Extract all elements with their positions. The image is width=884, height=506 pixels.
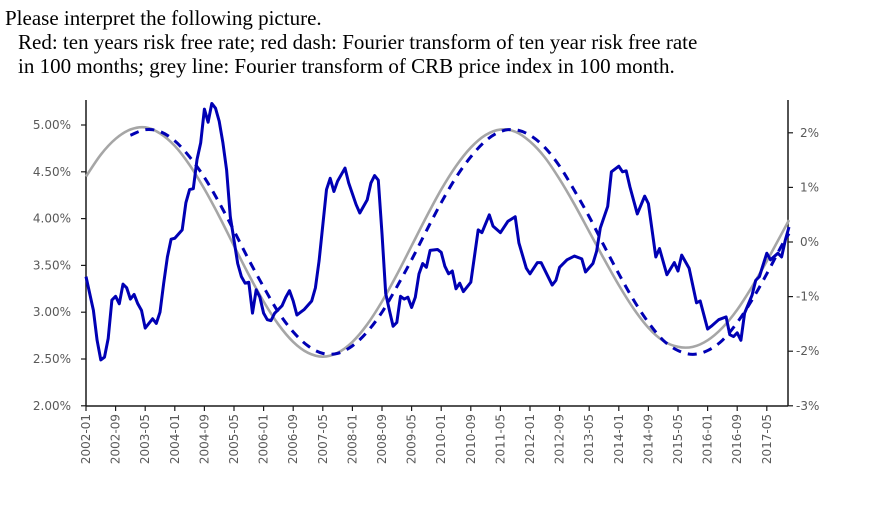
- x-tick-label: 2013-05: [582, 414, 596, 464]
- right-tick-label: 1%: [800, 180, 819, 194]
- risk-free-fourier-dashed-line: [129, 127, 791, 356]
- x-tick-label: 2009-05: [405, 414, 419, 464]
- x-tick-label: 2002-01: [79, 414, 93, 464]
- right-tick-label: 0%: [800, 235, 819, 249]
- x-tick-label: 2008-09: [375, 414, 389, 464]
- x-tick-label: 2012-09: [553, 414, 567, 464]
- x-tick-label: 2015-05: [671, 414, 685, 464]
- left-tick-label: 2.00%: [33, 399, 71, 413]
- x-tick-label: 2012-01: [523, 414, 537, 464]
- x-tick-label: 2002-09: [109, 414, 123, 464]
- x-tick-label: 2004-09: [197, 414, 211, 464]
- x-tick-label: 2006-01: [257, 414, 271, 464]
- x-tick-label: 2010-09: [464, 414, 478, 464]
- crb-fourier-grey-line: [84, 125, 791, 358]
- prompt-line-3: in 100 months; grey line: Fourier transf…: [18, 54, 675, 78]
- x-tick-label: 2008-01: [345, 414, 359, 464]
- x-tick-label: 2004-01: [168, 414, 182, 464]
- left-tick-label: 4.50%: [33, 165, 71, 179]
- x-tick-label: 2017-05: [760, 414, 774, 464]
- right-tick-label: 2%: [800, 126, 819, 140]
- x-tick-label: 2016-01: [701, 414, 715, 464]
- left-tick-label: 4.00%: [33, 212, 71, 226]
- x-tick-label: 2006-09: [286, 414, 300, 464]
- left-tick-label: 3.00%: [33, 305, 71, 319]
- series-layer: [84, 101, 791, 362]
- x-tick-label: 2005-05: [227, 414, 241, 464]
- x-tick-label: 2014-01: [612, 414, 626, 464]
- x-tick-label: 2010-01: [434, 414, 448, 464]
- x-tick-label: 2011-05: [493, 414, 507, 464]
- risk-free-rate-line: [84, 101, 791, 362]
- right-tick-label: -2%: [796, 344, 819, 358]
- x-tick-label: 2016-09: [730, 414, 744, 464]
- axes: 2.00% 2.50% 3.00% 3.50% 4.00% 4.50% 5.00% -3% -2…: [33, 100, 819, 464]
- x-tick-label: 2014-09: [641, 414, 655, 464]
- right-tick-label: -3%: [796, 399, 819, 413]
- prompt-line-2: Red: ten years risk free rate; red dash:…: [18, 30, 698, 54]
- left-tick-label: 2.50%: [33, 352, 71, 366]
- x-tick-label: 2007-05: [316, 414, 330, 464]
- prompt-line-1: Please interpret the following picture.: [5, 6, 322, 30]
- left-tick-label: 3.50%: [33, 258, 71, 272]
- left-tick-label: 5.00%: [33, 118, 71, 132]
- x-tick-label: 2003-05: [138, 414, 152, 464]
- right-tick-label: -1%: [796, 290, 819, 304]
